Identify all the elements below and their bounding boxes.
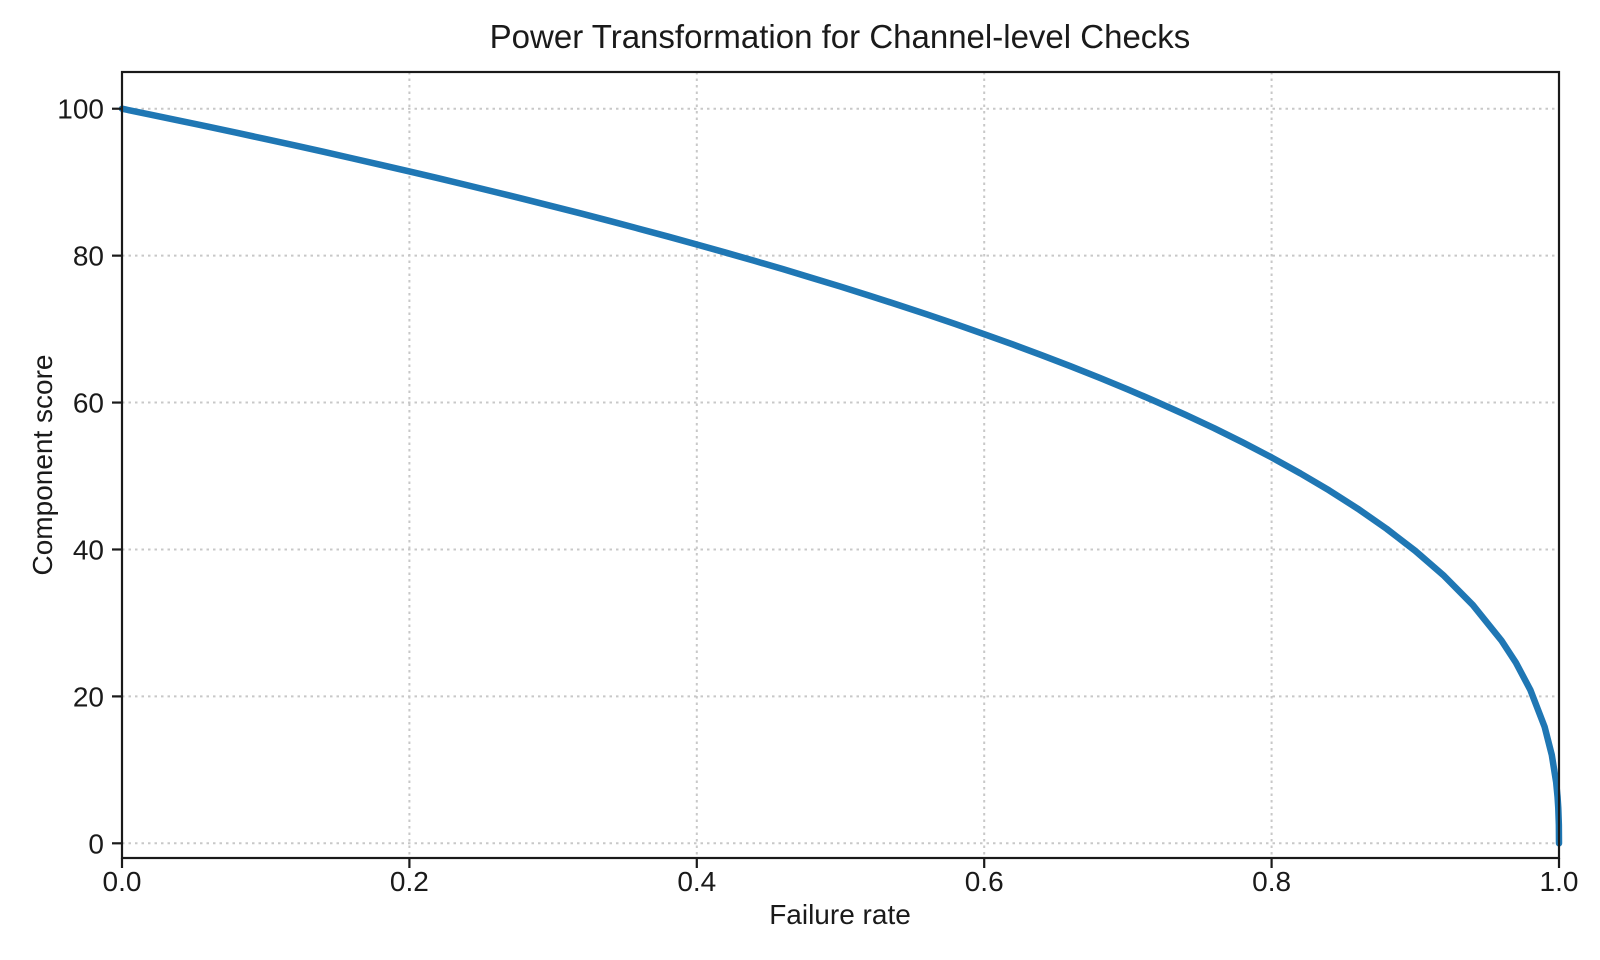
y-tick-label: 20 xyxy=(73,681,104,712)
score-curve xyxy=(118,105,1563,847)
x-tick-label: 1.0 xyxy=(1540,866,1579,897)
plot-border xyxy=(120,70,1561,860)
x-tick-label: 0.2 xyxy=(390,866,429,897)
y-tick-label: 60 xyxy=(73,388,104,419)
tick-layer: 0.0 0.2 0.4 0.6 0.8 1.0 0 20 40 60 80 100 xyxy=(57,94,1578,897)
x-tick-label: 0.4 xyxy=(677,866,716,897)
y-tick-label: 40 xyxy=(73,534,104,565)
y-tick-label: 100 xyxy=(57,94,104,125)
y-tick-label: 80 xyxy=(73,241,104,272)
x-tick-label: 0.6 xyxy=(965,866,1004,897)
grid-layer xyxy=(122,72,1559,858)
series-layer xyxy=(118,105,1563,847)
axes-spines xyxy=(120,70,1561,860)
x-tick-label: 0.8 xyxy=(1252,866,1291,897)
y-tick-label: 0 xyxy=(88,828,104,859)
x-axis-label: Failure rate xyxy=(769,899,911,930)
y-axis-label: Component score xyxy=(27,354,58,575)
x-tick-label: 0.0 xyxy=(103,866,142,897)
chart-title: Power Transformation for Channel-level C… xyxy=(490,18,1191,55)
